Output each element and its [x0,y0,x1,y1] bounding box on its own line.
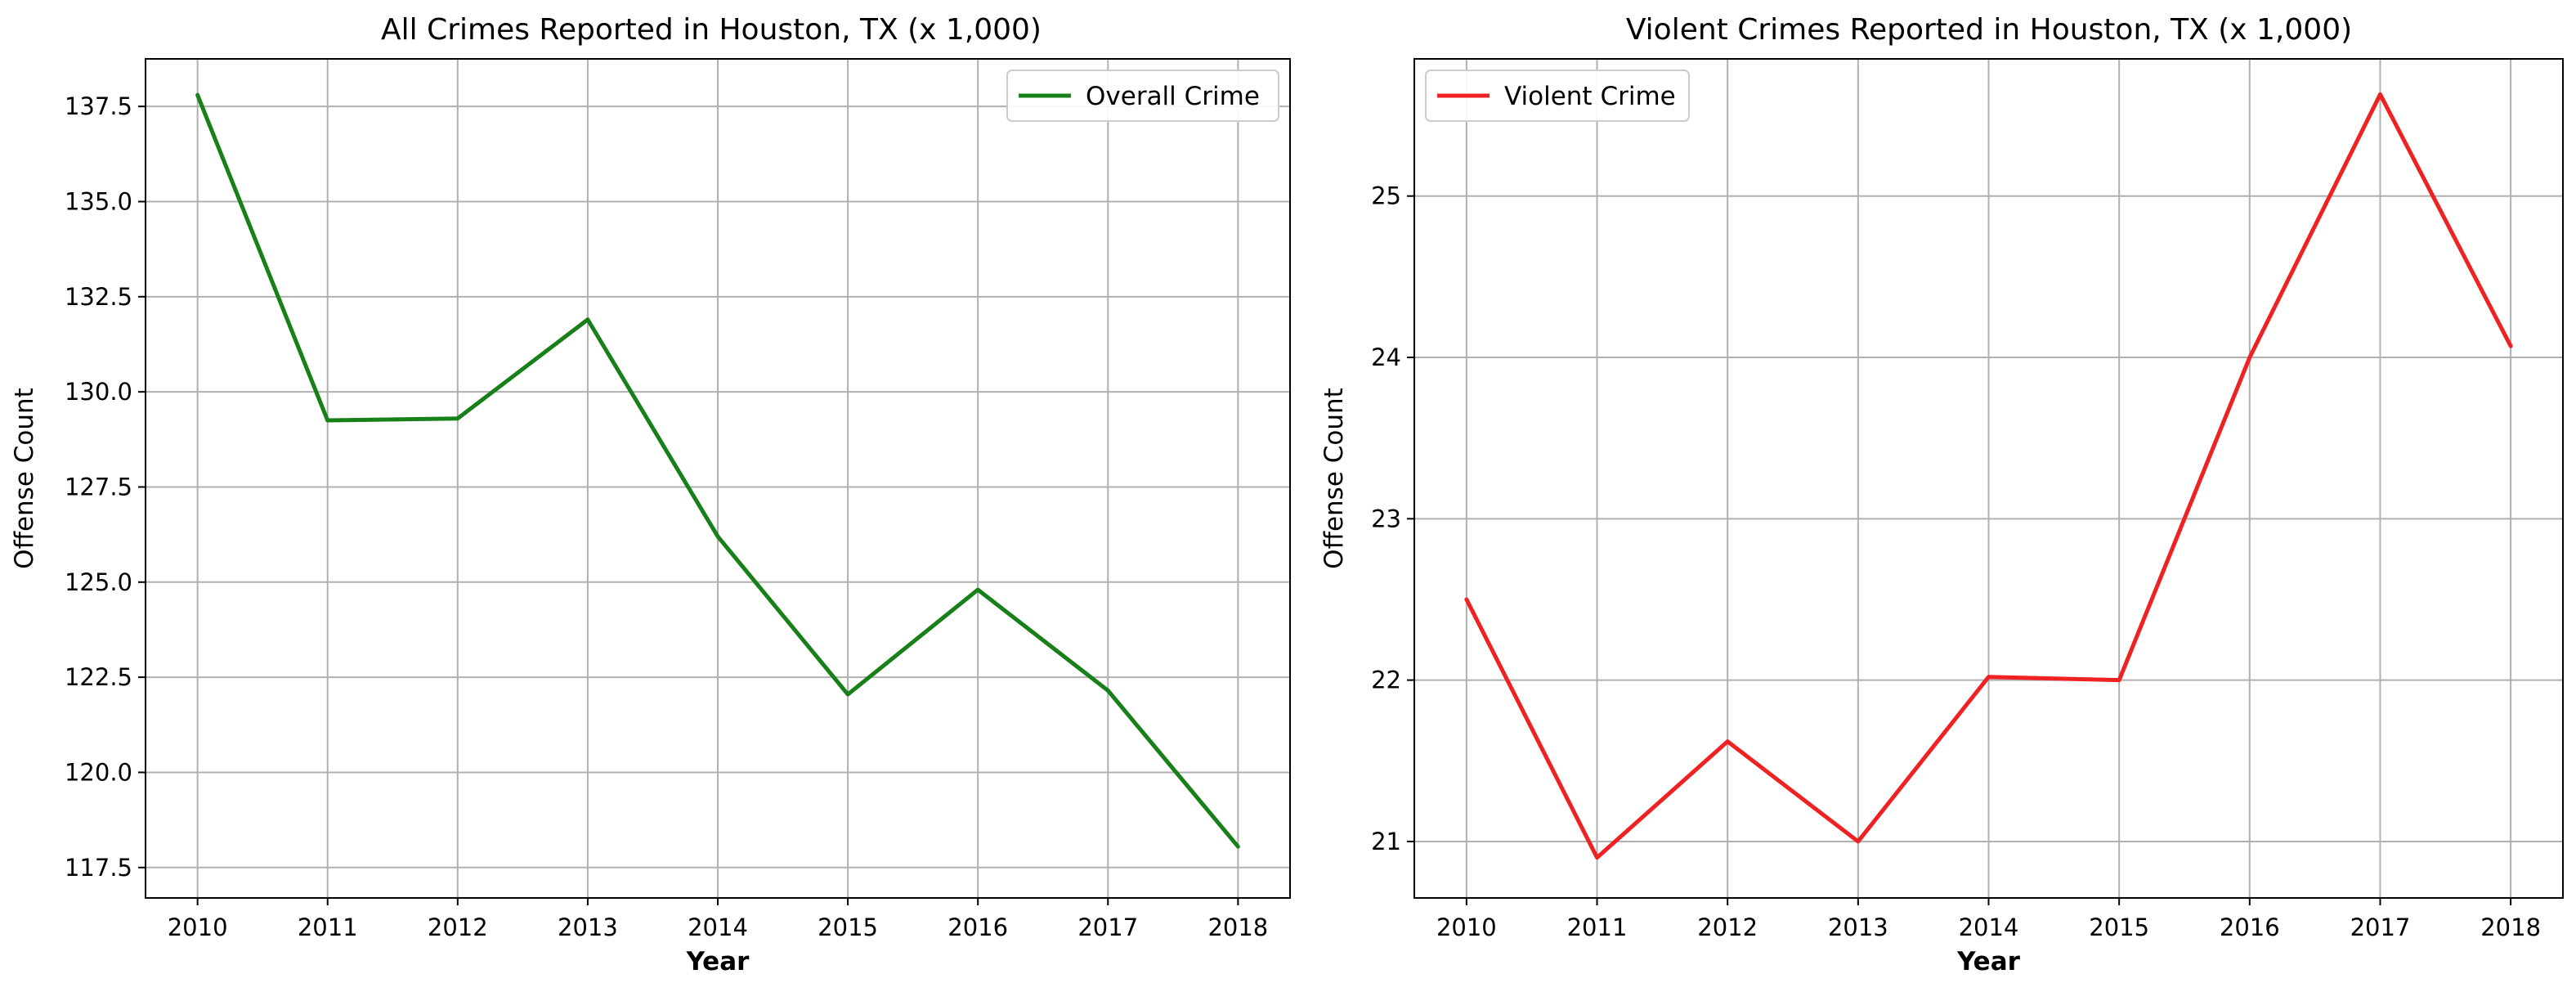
y-tick-label: 21 [1371,828,1401,855]
data-point [1725,739,1730,744]
legend-box [1425,70,1690,122]
data-point [975,587,980,592]
data-point [2377,92,2382,97]
overall-crime-chart: All Crimes Reported in Houston, TX (x 1,… [10,13,1291,976]
x-axis-label: Year [1956,947,2021,976]
x-tick-label: 2015 [2089,913,2149,941]
data-point [455,416,460,421]
data-point [1856,839,1861,844]
y-tick-label: 22 [1371,667,1401,694]
data-point [1595,855,1600,860]
data-point [2247,355,2252,360]
x-tick-label: 2010 [1436,913,1497,941]
data-point [1235,844,1240,849]
grid-lines [1414,59,2563,898]
x-tick-label: 2013 [1828,913,1888,941]
y-tick-label: 23 [1371,505,1401,532]
x-tick-label: 2011 [1567,913,1628,941]
y-tick-label: 122.5 [65,663,132,691]
overall-crime-line [195,92,1240,849]
legend-label-violent-crime: Violent Crime [1504,82,1676,111]
y-axis-label: Offense Count [1319,388,1349,569]
x-tick-label: 2018 [2480,913,2541,941]
legend-box [1006,70,1279,122]
y-tick-label: 117.5 [65,854,132,882]
data-point [845,692,850,697]
x-tick-label: 2014 [1959,913,2019,941]
legend-label-overall-crime: Overall Crime [1086,82,1260,111]
axis-ticks: 2010 2011 2012 2013 2014 2015 2016 2017 2018 117.… [65,92,1268,941]
y-tick-label: 25 [1371,182,1401,210]
y-tick-label: 135.0 [65,187,132,215]
grid-lines [146,59,1290,898]
data-point [1464,597,1469,602]
x-axis-label: Year [686,947,750,976]
x-tick-label: 2012 [1697,913,1758,941]
legend: Overall Crime [1006,70,1279,122]
violent-crime-line [1464,92,2513,860]
x-tick-label: 2010 [168,913,228,941]
x-tick-label: 2016 [2220,913,2280,941]
violent-crime-chart: Violent Crimes Reported in Houston, TX (… [1319,13,2564,976]
data-point [1105,688,1110,693]
x-tick-label: 2012 [428,913,488,941]
data-point [2508,343,2513,348]
x-tick-label: 2018 [1207,913,1268,941]
x-tick-label: 2011 [298,913,358,941]
axis-ticks: 2010 2011 2012 2013 2014 2015 2016 2017 2018 21 22… [1371,182,2541,941]
legend: Violent Crime [1425,70,1690,122]
y-tick-label: 132.5 [65,283,132,311]
y-tick-label: 127.5 [65,473,132,500]
data-point [325,418,330,423]
y-axis-label: Offense Count [10,388,39,569]
y-tick-label: 125.0 [65,568,132,596]
x-tick-label: 2015 [818,913,878,941]
x-tick-label: 2016 [948,913,1008,941]
y-tick-label: 137.5 [65,92,132,120]
data-point [715,534,720,539]
chart-title: Violent Crimes Reported in Houston, TX (… [1626,13,2352,47]
x-tick-label: 2017 [1077,913,1138,941]
data-point [585,317,590,322]
y-tick-label: 130.0 [65,378,132,406]
x-tick-label: 2017 [2350,913,2411,941]
x-tick-label: 2014 [688,913,748,941]
y-tick-label: 120.0 [65,758,132,786]
x-tick-label: 2013 [558,913,618,941]
y-tick-label: 24 [1371,343,1401,371]
chart-title: All Crimes Reported in Houston, TX (x 1,… [381,13,1042,47]
data-point [1987,675,1991,680]
data-point [2117,678,2121,683]
data-point [195,92,200,97]
